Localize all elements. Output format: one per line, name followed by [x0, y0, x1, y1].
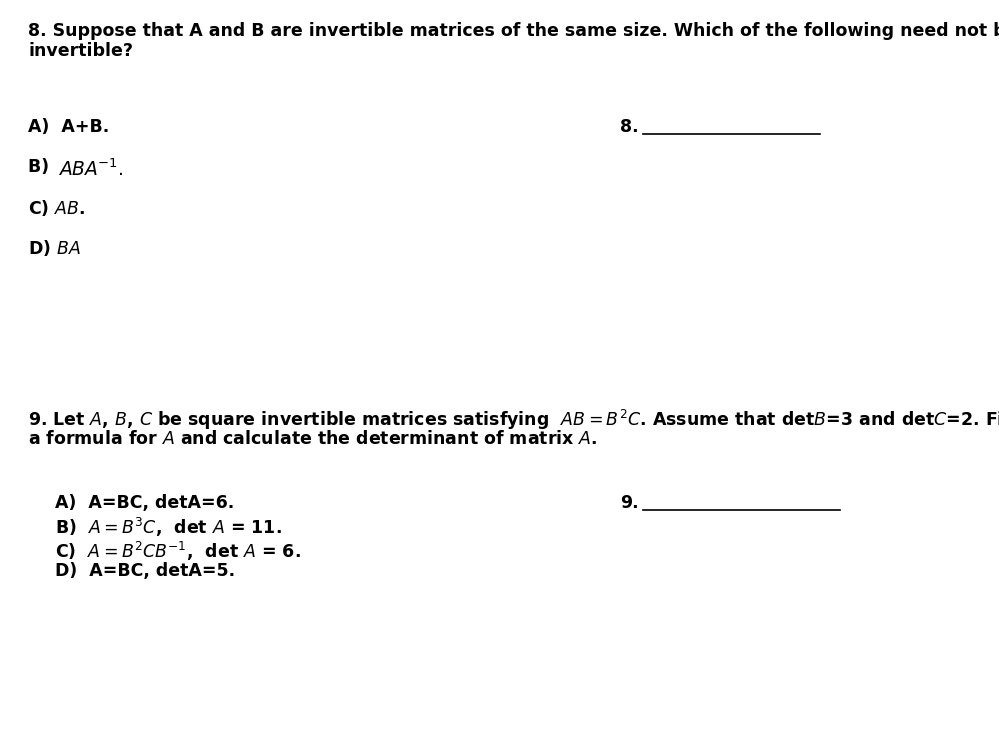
- Text: $\mathbf{\mathit{ABA}}^{-1}$.: $\mathbf{\mathit{ABA}}^{-1}$.: [58, 158, 124, 179]
- Text: 8. Suppose that A and B are invertible matrices of the same size. Which of the f: 8. Suppose that A and B are invertible m…: [28, 22, 999, 40]
- Text: invertible?: invertible?: [28, 42, 133, 60]
- Text: 9. Let $\mathit{A}$, $\mathit{B}$, $\mathit{C}$ be square invertible matrices sa: 9. Let $\mathit{A}$, $\mathit{B}$, $\mat…: [28, 408, 999, 432]
- Text: 8.: 8.: [620, 118, 638, 136]
- Text: A)  A=BC, detA=6.: A) A=BC, detA=6.: [55, 494, 234, 512]
- Text: C)  $\mathit{A} = \mathit{B}^2\mathit{CB}^{-1}$,  det $\mathit{A}$ = 6.: C) $\mathit{A} = \mathit{B}^2\mathit{CB}…: [55, 540, 301, 563]
- Text: C) $\mathit{AB}$.: C) $\mathit{AB}$.: [28, 198, 85, 218]
- Text: D) $\mathit{BA}$: D) $\mathit{BA}$: [28, 238, 81, 258]
- Text: D)  A=BC, detA=5.: D) A=BC, detA=5.: [55, 562, 235, 580]
- Text: a formula for $\mathit{A}$ and calculate the determinant of matrix $\mathit{A}$.: a formula for $\mathit{A}$ and calculate…: [28, 430, 597, 448]
- Text: B): B): [28, 158, 61, 176]
- Text: B)  $\mathit{A} = \mathit{B}^3\mathit{C}$,  det $\mathit{A}$ = 11.: B) $\mathit{A} = \mathit{B}^3\mathit{C}$…: [55, 516, 282, 539]
- Text: 9.: 9.: [620, 494, 638, 512]
- Text: A)  A+B.: A) A+B.: [28, 118, 109, 136]
